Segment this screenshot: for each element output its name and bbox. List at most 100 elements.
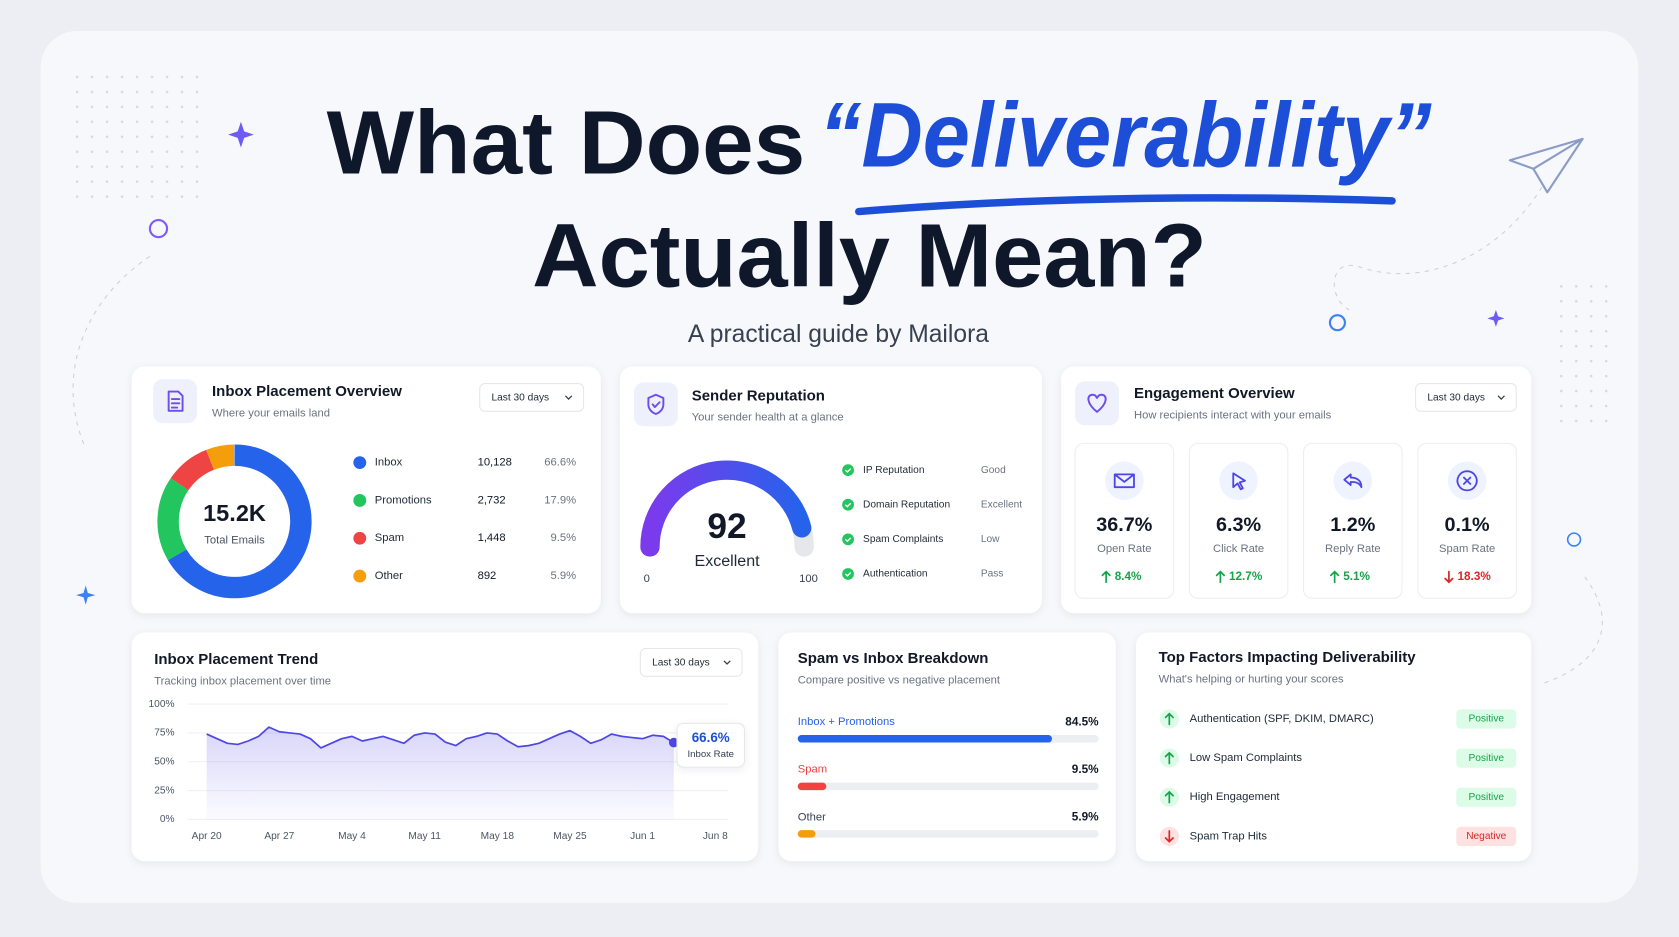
card-title: Inbox Placement Trend <box>154 651 318 668</box>
gauge-max: 100 <box>799 573 818 585</box>
check-status: Low <box>981 534 1000 545</box>
card: Sender Reputation Your sender health at a… <box>619 366 1042 614</box>
card-bg <box>1061 366 1532 614</box>
bar <box>797 782 827 791</box>
legend-dot <box>353 494 367 507</box>
legend-percent: 66.6% <box>544 457 576 469</box>
metric-tile <box>1188 442 1289 599</box>
dropdown[interactable]: Last 30 days <box>1415 383 1517 412</box>
check-name: Authentication <box>863 569 927 580</box>
factor-name: Authentication (SPF, DKIM, DMARC) <box>1190 713 1374 725</box>
x-tick-label: May 4 <box>338 831 366 842</box>
x-tick-label: Apr 27 <box>264 831 294 842</box>
factor-arrow <box>1164 790 1174 804</box>
bar <box>797 830 816 838</box>
dropdown-box[interactable] <box>479 383 585 412</box>
metric-value: 1.2% <box>1330 514 1376 536</box>
card: Inbox Placement Trend Tracking inbox plac… <box>131 632 759 862</box>
check-icon <box>842 533 854 546</box>
icon <box>167 390 184 412</box>
deco-circle <box>148 219 169 239</box>
metric-icon <box>1232 472 1246 491</box>
dropdown-label[interactable]: Last 30 days <box>1427 393 1485 404</box>
title-start: What Does <box>327 93 806 193</box>
check-mark <box>844 468 852 474</box>
card-bg <box>619 366 1042 614</box>
dropdown[interactable]: Last 30 days <box>639 647 743 677</box>
metric-icon-bg <box>1219 461 1258 501</box>
content: What Does “Deliverability” Actually Mean… <box>40 30 1639 903</box>
donut-total: 15.2K <box>203 500 266 526</box>
donut-segment <box>167 444 312 599</box>
check-icon <box>842 568 854 580</box>
legend-dot <box>353 456 367 470</box>
bar-label: Other <box>798 811 826 823</box>
gauge-status: Excellent <box>695 552 761 570</box>
check-mark <box>844 502 852 508</box>
dropdown-box[interactable] <box>639 647 743 677</box>
factor-tag-bg <box>1456 826 1517 846</box>
bar-value: 9.5% <box>1072 763 1099 776</box>
legend-name: Promotions <box>375 494 432 506</box>
x-tick-label: May 11 <box>408 831 441 842</box>
card-subtitle: Compare positive vs negative placement <box>798 675 1001 687</box>
donut-segment <box>170 449 215 491</box>
card: Inbox Placement Overview Where your email… <box>131 366 601 614</box>
icon <box>1087 393 1107 413</box>
metric-change: 8.4% <box>1115 570 1142 583</box>
dropdown-label[interactable]: Last 30 days <box>491 393 549 404</box>
factor-name: High Engagement <box>1190 791 1281 803</box>
x-tick-label: Apr 20 <box>192 831 222 842</box>
check-mark <box>844 571 852 577</box>
factor-tag: Positive <box>1468 753 1504 764</box>
metric-tile <box>1303 442 1403 599</box>
dot-pattern <box>1550 279 1620 430</box>
factor-arrow <box>1164 712 1174 726</box>
legend-count: 892 <box>478 570 497 582</box>
dropdown-box[interactable] <box>1415 383 1517 412</box>
dropdown[interactable]: Last 30 days <box>479 383 585 412</box>
card: Top Factors Impacting Deliverability What… <box>1136 632 1532 862</box>
metric-name: Open Rate <box>1097 543 1151 555</box>
x-tick-label: Jun 8 <box>703 831 728 842</box>
legend-name: Spam <box>375 532 404 544</box>
bar-track <box>797 782 1099 791</box>
callout-box <box>676 722 745 768</box>
card-title: Sender Reputation <box>692 387 825 404</box>
bar-label: Inbox + Promotions <box>798 716 895 728</box>
legend-count: 1,448 <box>478 532 506 544</box>
factor-tag: Positive <box>1468 714 1504 725</box>
change-arrow <box>1215 570 1225 584</box>
gauge-value <box>640 460 812 557</box>
check-icon <box>842 464 854 476</box>
card-bg <box>131 366 601 614</box>
card-subtitle: What's helping or hurting your scores <box>1159 673 1344 685</box>
bar-value: 84.5% <box>1065 715 1099 728</box>
change-arrow <box>1101 570 1111 584</box>
change-arrow <box>1330 570 1340 584</box>
title-highlight: “Deliverability” <box>819 84 1432 186</box>
y-tick-label: 50% <box>154 756 174 767</box>
legend-count: 10,128 <box>478 457 512 469</box>
legend-percent: 5.9% <box>550 570 576 582</box>
icon <box>647 393 665 415</box>
factor-tag: Positive <box>1468 792 1504 803</box>
y-tick-label: 25% <box>154 785 174 796</box>
last-point <box>668 737 679 748</box>
y-tick-label: 75% <box>154 728 174 739</box>
chevron <box>564 395 573 400</box>
icon-box <box>633 382 678 427</box>
donut-segment <box>206 444 235 470</box>
card-title: Spam vs Inbox Breakdown <box>798 650 989 667</box>
legend-count: 2,732 <box>478 494 506 506</box>
change-arrow <box>1444 570 1454 584</box>
card-subtitle: Your sender health at a glance <box>692 412 844 424</box>
dropdown-label[interactable]: Last 30 days <box>652 658 710 669</box>
factor-tag-bg <box>1456 787 1517 807</box>
bar <box>797 735 1053 743</box>
metric-change: 12.7% <box>1229 570 1263 583</box>
dot-pattern <box>64 66 204 200</box>
card-subtitle: How recipients interact with your emails <box>1134 410 1332 422</box>
metric-value: 0.1% <box>1445 514 1491 536</box>
